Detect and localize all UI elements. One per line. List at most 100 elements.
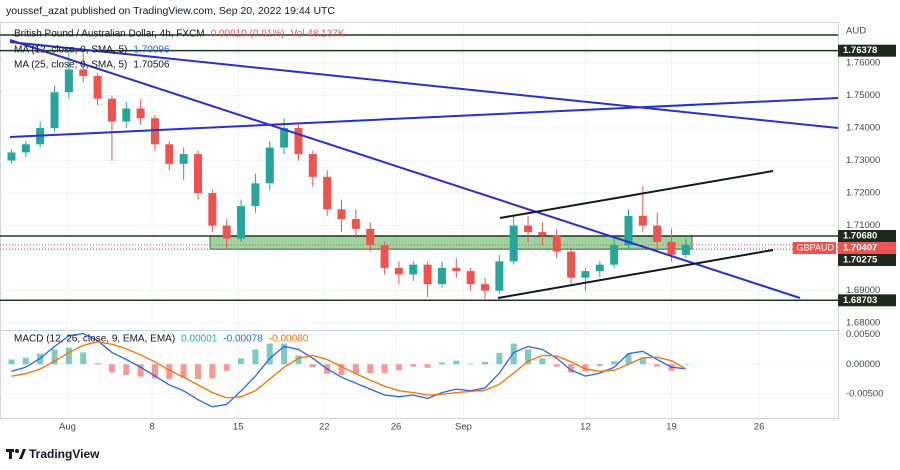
trend-line	[9, 97, 839, 138]
author-line: youssef_azat published on TradingView.co…	[6, 5, 335, 17]
macd-histogram-bar	[22, 357, 29, 365]
drawings	[0, 34, 839, 299]
trend-line	[9, 39, 801, 299]
macd-histogram-bar	[381, 364, 388, 374]
candle-body	[567, 251, 576, 278]
indicator-value: 0.00001	[181, 334, 218, 345]
candle-body	[681, 244, 690, 255]
candle-body	[136, 108, 145, 119]
macd-histogram-bar	[424, 364, 431, 368]
candle-body	[351, 219, 360, 229]
y-tick-label: 1.74000	[846, 123, 880, 134]
candle-body	[222, 225, 231, 239]
candle-body	[452, 267, 461, 272]
macd-histogram-bar	[223, 364, 230, 371]
symbol-name: British Pound / Australian Dollar, 4h, F…	[14, 29, 205, 40]
x-tick-label: 22	[319, 422, 330, 433]
candle-body	[150, 118, 159, 145]
indicator-name: MACD (12, 26, close, 9, EMA, EMA)	[14, 334, 175, 345]
macd-histogram-bar	[410, 364, 417, 367]
y-tick-label: 1.76000	[846, 57, 880, 68]
macd-histogram-bar	[108, 364, 115, 373]
y-tick-label: 1.73000	[846, 155, 880, 166]
x-tick-label: 15	[233, 422, 244, 433]
candle-body	[423, 264, 432, 285]
indicator-value: -0.00080	[269, 334, 309, 345]
candle-body	[495, 261, 504, 291]
y-tick-label: 0.00000	[846, 359, 880, 370]
candle-body	[194, 154, 203, 194]
candle-body	[409, 264, 418, 275]
signal-line	[11, 341, 687, 399]
macd-histogram-bar	[568, 364, 575, 373]
macd-histogram-bar	[367, 364, 374, 374]
price-tag	[838, 242, 896, 255]
price-tag-label: 1.70680	[843, 231, 877, 242]
candle-body	[552, 235, 561, 252]
macd-histogram-bar	[51, 349, 58, 365]
price-change: 0.00010 (0.01%)	[211, 29, 285, 40]
candle-body	[667, 241, 676, 255]
x-tick-label: 8	[149, 422, 154, 433]
macd-histogram-bar	[65, 347, 72, 365]
footer-brand: TradingView	[29, 447, 100, 461]
macd-histogram-bar	[438, 362, 445, 365]
y-tick-label: 1.69000	[846, 285, 880, 296]
candle-body	[237, 206, 246, 239]
indicator-name: MA (12, close, 0, SMA, 5)	[14, 45, 127, 56]
price-tag-label: 1.70407	[843, 243, 877, 254]
x-tick-label: 12	[580, 422, 591, 433]
indicator-value: 1.70506	[133, 60, 170, 71]
macd-histogram-bar	[395, 364, 402, 371]
macd-histogram-bar	[453, 360, 460, 365]
candle-body	[251, 183, 260, 207]
macd-histogram-bar	[625, 353, 632, 365]
footer-logo	[6, 449, 26, 459]
macd-histogram-bar	[281, 343, 288, 365]
logo-part	[9, 449, 12, 459]
y-tick-label: 1.72000	[846, 188, 880, 199]
candle-body	[437, 267, 446, 285]
chart-frame	[0, 22, 839, 419]
candle-layer	[7, 49, 690, 408]
candle-body	[107, 98, 116, 122]
candle-body	[280, 128, 289, 148]
macd-histogram-bar	[596, 364, 603, 367]
legend: British Pound / Australian Dollar, 4h, F…	[14, 29, 345, 345]
macd-histogram-bar	[266, 343, 273, 365]
macd-histogram-bar	[482, 361, 489, 365]
y-tick-label: -0.00500	[846, 388, 884, 399]
macd-histogram-bar	[238, 358, 245, 365]
channel-line	[497, 249, 774, 299]
macd-histogram-bar	[510, 343, 517, 365]
macd-histogram-bar	[467, 363, 474, 365]
candle-body	[581, 271, 590, 278]
y-tick-label: 0.00500	[846, 329, 880, 340]
macd-histogram-bar	[582, 364, 589, 372]
macd-histogram-bar	[209, 364, 216, 379]
candle-body	[337, 209, 346, 220]
symbol-tag-bg	[792, 242, 836, 255]
macd-histogram-bar	[611, 361, 618, 365]
candle-body	[50, 92, 59, 129]
symbol-tag: GBPAUD	[797, 242, 835, 252]
x-tick-label: 26	[754, 422, 765, 433]
candle-body	[165, 144, 174, 164]
candle-body	[308, 154, 317, 177]
y-tick-label: 1.71000	[846, 220, 880, 231]
currency-label: AUD	[846, 26, 866, 37]
macd-histogram-bar	[654, 364, 661, 367]
support-zone	[209, 235, 693, 250]
macd-histogram-bar	[151, 364, 158, 379]
price-tag	[838, 44, 896, 57]
candle-body	[323, 176, 332, 210]
logo-part	[19, 449, 26, 459]
y-tick-label: 1.75000	[846, 90, 880, 101]
price-tag	[838, 294, 896, 307]
price-tag-label: 1.70275	[843, 255, 878, 266]
macd-histogram-bar	[8, 359, 15, 365]
macd-histogram-bar	[338, 364, 345, 375]
candle-body	[538, 232, 547, 236]
macd-histogram-bar	[195, 364, 202, 380]
